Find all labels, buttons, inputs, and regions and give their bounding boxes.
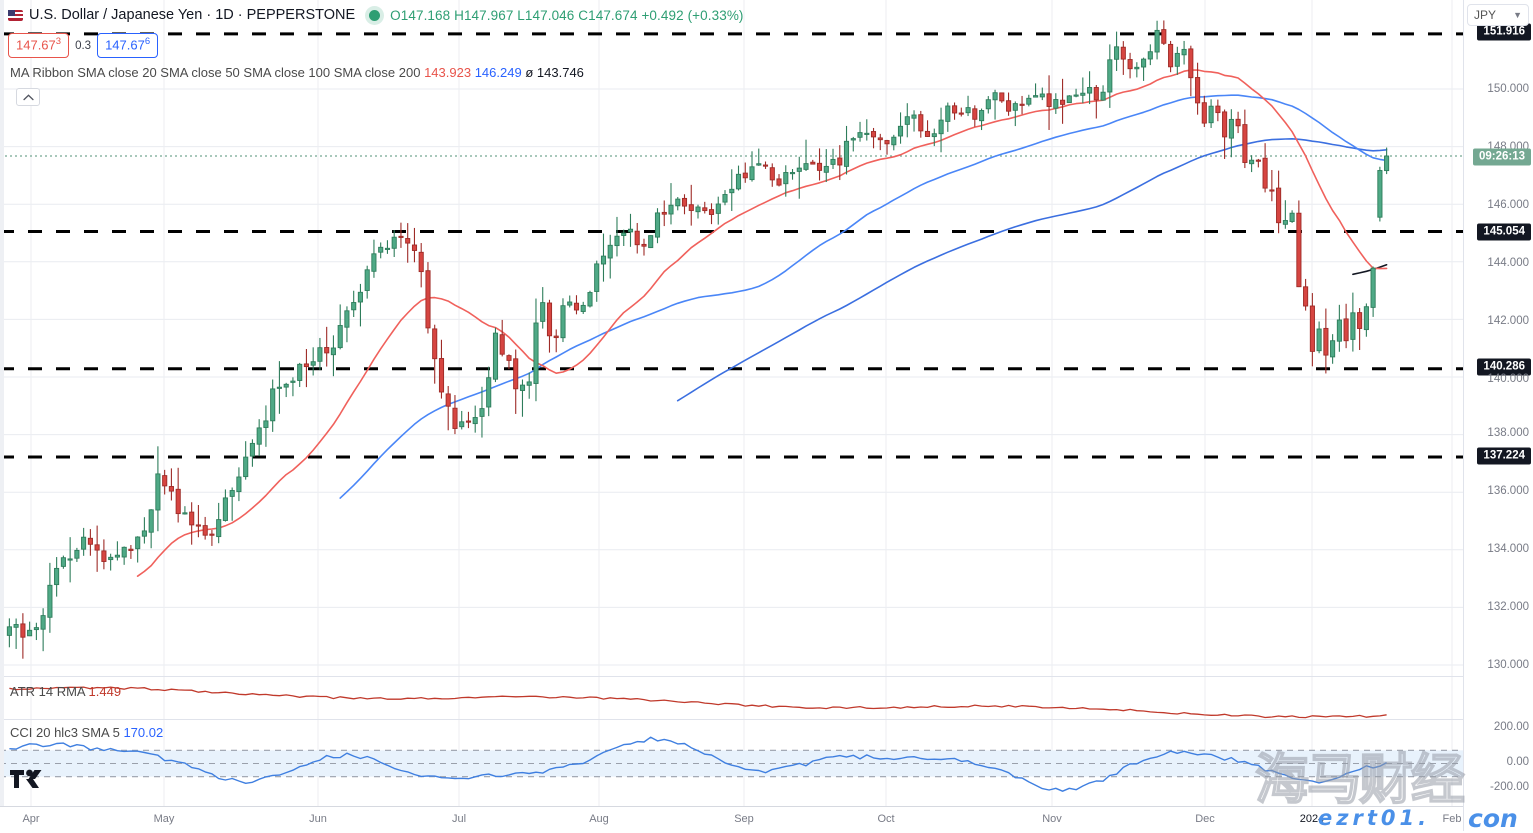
time-tick: Feb: [1442, 813, 1462, 825]
current-price-time-label[interactable]: 09:26:13: [1472, 148, 1531, 166]
price-tick: 144.000: [1487, 257, 1529, 269]
price-tick: 140.000: [1487, 373, 1529, 385]
price-tick: 136.000: [1487, 485, 1529, 497]
sell-price-button[interactable]: 147.673: [8, 33, 70, 59]
price-line-label[interactable]: 145.054: [1477, 223, 1531, 241]
price-tick: 150.000: [1487, 83, 1529, 95]
buy-price-sup: 6: [144, 36, 151, 47]
time-tick: Apr: [22, 813, 40, 825]
time-tick: Sep: [734, 813, 754, 825]
price-tick: 146.000: [1487, 199, 1529, 211]
spread-value: 0.3: [75, 39, 92, 52]
tradingview-logo[interactable]: [10, 768, 46, 795]
price-tick: 130.000: [1487, 659, 1529, 671]
price-tick: 138.000: [1487, 427, 1529, 439]
main-price-pane[interactable]: [0, 0, 1463, 676]
price-line-label[interactable]: 151.916: [1477, 23, 1531, 41]
sell-price-value: 147.67: [16, 37, 56, 53]
price-tick: 132.000: [1487, 601, 1529, 613]
order-ticket-row[interactable]: 147.673 0.3 147.676: [8, 33, 159, 59]
price-tick: 142.000: [1487, 315, 1529, 327]
chevron-up-icon: [22, 93, 34, 100]
chevron-down-icon: ▼: [1513, 10, 1522, 20]
tradingview-logo-icon: [10, 769, 42, 788]
time-tick: Jun: [309, 813, 327, 825]
price-tick: 134.000: [1487, 543, 1529, 555]
time-tick: May: [153, 813, 175, 825]
time-axis[interactable]: Apr May Jun Jul Aug Sep Oct Nov Dec 2024 Feb: [0, 806, 1463, 831]
time-tick: Jul: [451, 813, 467, 825]
price-line-label[interactable]: 140.286: [1477, 358, 1531, 376]
sell-price-sup: 3: [55, 36, 62, 47]
buy-price-button[interactable]: 147.676: [97, 33, 159, 59]
collapse-pane-button[interactable]: [16, 88, 40, 106]
time-tick: 2024: [1299, 813, 1325, 825]
currency-value: JPY: [1474, 8, 1497, 22]
currency-selector[interactable]: JPY ▼: [1467, 4, 1529, 26]
left-edge-strip: [0, 0, 4, 806]
time-tick: Oct: [877, 813, 895, 825]
cci-indicator-pane[interactable]: [0, 719, 1463, 806]
time-tick: Nov: [1042, 813, 1062, 825]
time-tick: Dec: [1195, 813, 1215, 825]
atr-indicator-pane[interactable]: [0, 676, 1463, 719]
price-tick: 200.00: [1493, 721, 1529, 733]
time-tick: Aug: [589, 813, 609, 825]
buy-price-value: 147.67: [105, 37, 145, 53]
price-scale[interactable]: 151.916 150.000 148.000 09:26:13 146.000 145.…: [1463, 0, 1533, 831]
price-tick: -200.00: [1489, 781, 1529, 793]
price-line-label[interactable]: 137.224: [1477, 447, 1531, 465]
price-tick: 0.00: [1506, 756, 1529, 768]
